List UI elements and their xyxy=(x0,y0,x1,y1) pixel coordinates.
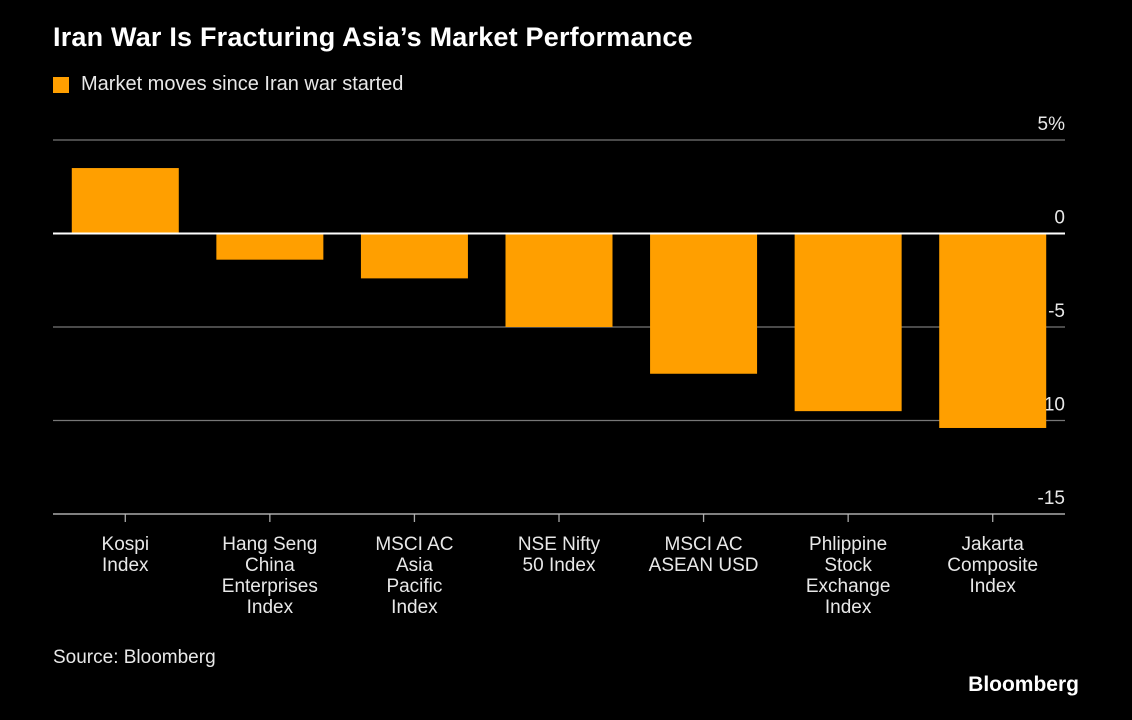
x-tick-label-line: 50 Index xyxy=(522,555,596,576)
x-tick-label-line: Index xyxy=(969,576,1016,597)
x-tick-label-line: Enterprises xyxy=(221,576,318,597)
x-tick-label: Jakarta Composite Index xyxy=(923,534,1063,597)
x-tick-label-line: MSCI AC xyxy=(375,534,454,555)
x-tick-label-line: Asia xyxy=(395,555,433,576)
bar xyxy=(216,233,324,260)
x-tick-label-line: Index xyxy=(824,597,872,618)
x-tick-label-line: Pacific xyxy=(386,576,443,597)
bar xyxy=(505,233,613,327)
x-tick-label-line: Index xyxy=(391,597,438,618)
x-tick-label-line: Index xyxy=(102,555,149,576)
source-note: Source: Bloomberg xyxy=(53,647,216,668)
y-tick-label: 5% xyxy=(1038,114,1066,135)
bar xyxy=(71,168,179,234)
y-tick-label: -15 xyxy=(1038,488,1065,509)
bar xyxy=(360,233,468,279)
x-tick-label-line: Hang Seng xyxy=(222,534,318,555)
x-tick-label-line: Composite xyxy=(947,555,1039,576)
x-tick-label: NSE Nifty 50 Index xyxy=(489,534,629,576)
x-tick-label: Phlippine Stock Exchange Index xyxy=(778,534,918,618)
legend: Market moves since Iran war started xyxy=(53,73,403,96)
x-tick-label-line: Kospi xyxy=(101,534,150,555)
legend-swatch xyxy=(53,76,69,93)
y-tick-label: -5 xyxy=(1048,301,1065,322)
x-tick-label-line: Index xyxy=(246,597,294,618)
x-tick-label-line: Jakarta xyxy=(961,534,1024,555)
x-tick-label: Hang Seng China Enterprises Index xyxy=(200,534,340,618)
bar xyxy=(939,233,1047,428)
bar xyxy=(650,233,758,374)
legend-label: Market moves since Iran war started xyxy=(81,73,404,95)
x-tick-label-line: Phlippine xyxy=(809,534,888,555)
x-tick-label-line: MSCI AC xyxy=(664,534,743,555)
x-tick-label-line: NSE Nifty xyxy=(517,534,601,555)
chart-title: Iran War Is Fracturing Asia’s Market Per… xyxy=(53,22,693,52)
y-tick-label: 0 xyxy=(1054,208,1065,229)
x-tick-label: MSCI AC Asia Pacific Index xyxy=(344,534,484,618)
x-tick-label-line: Exchange xyxy=(805,576,891,597)
x-tick-label: Kospi Index xyxy=(55,534,195,576)
bar xyxy=(794,233,902,412)
bloomberg-logo: Bloomberg xyxy=(968,673,1079,696)
x-tick-label-line: Stock xyxy=(824,555,872,576)
x-tick-label-line: China xyxy=(245,555,295,576)
x-tick-label: MSCI AC ASEAN USD xyxy=(634,534,774,576)
x-tick-label-line: ASEAN USD xyxy=(648,555,759,576)
